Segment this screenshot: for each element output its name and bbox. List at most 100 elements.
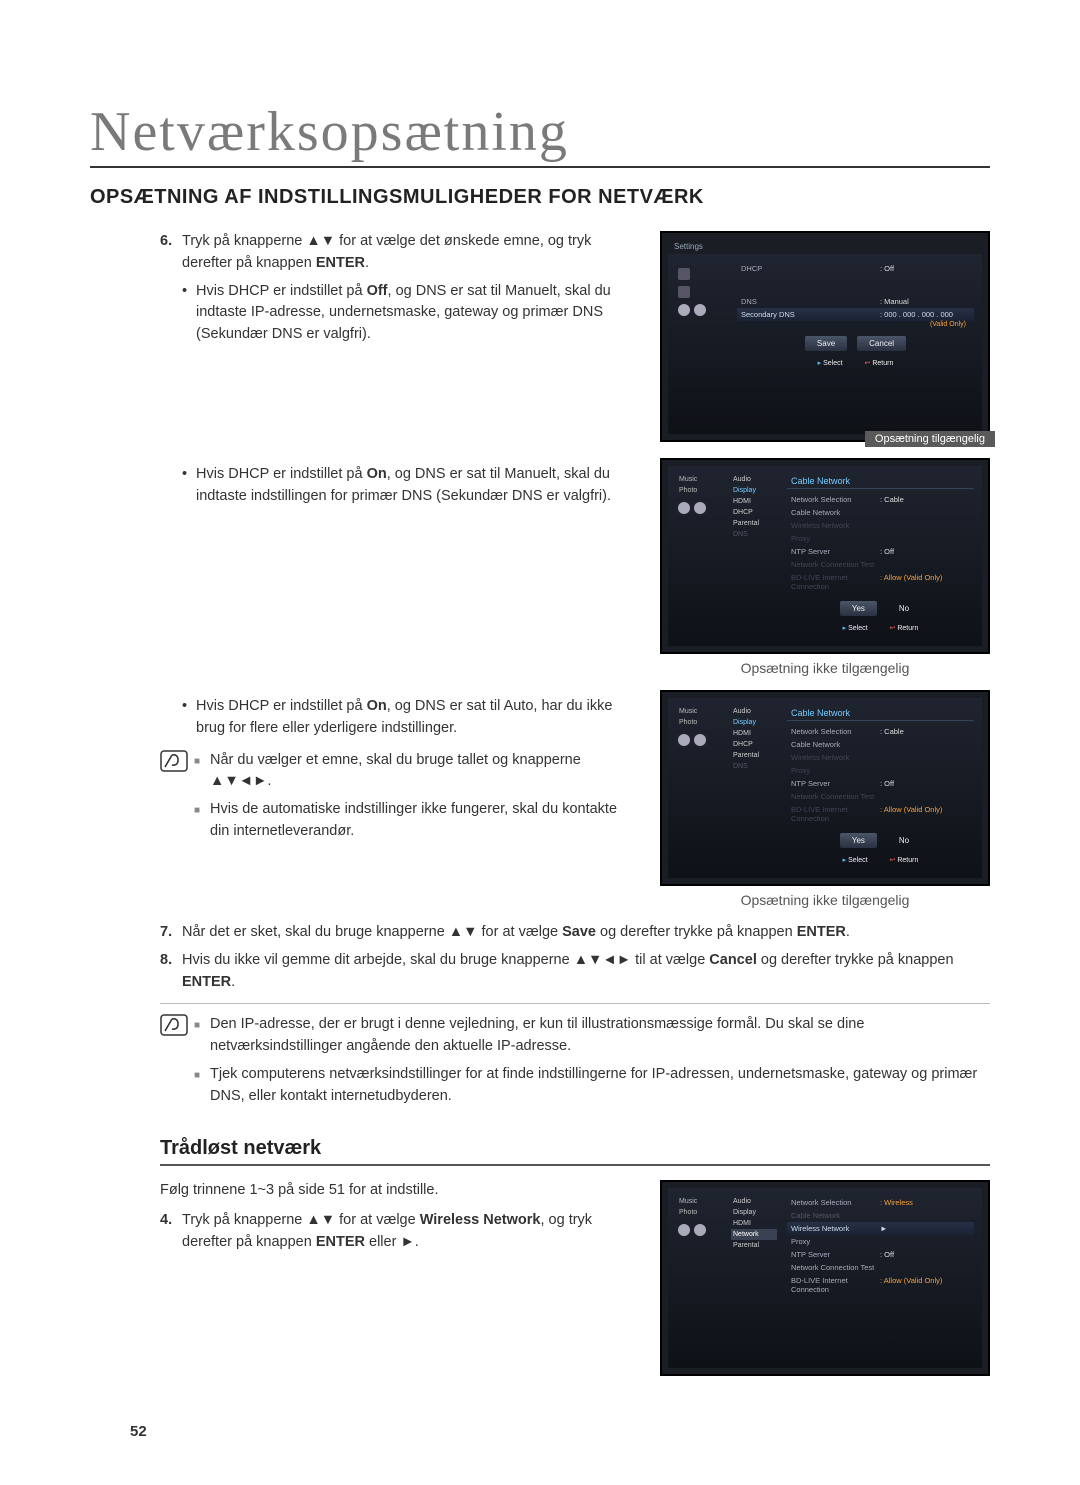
tv-foot-return: Return xyxy=(890,624,919,632)
tv-yes-button: Yes xyxy=(840,833,877,848)
tv-row: BD-LIVE Internet Connection: Allow (Vali… xyxy=(787,803,974,825)
step-number: 7. xyxy=(160,922,182,944)
gear-icon xyxy=(678,502,690,514)
bold: On xyxy=(367,466,387,482)
tv-cancel-button: Cancel xyxy=(857,336,906,351)
tv-row: Cable Network xyxy=(787,506,974,519)
tv-row: BD-LIVE Internet Connection: Allow (Vali… xyxy=(787,571,974,593)
step-number: 4. xyxy=(160,1210,182,1254)
tv-save-button: Save xyxy=(805,336,847,351)
step-6: 6. Tryk på knapperne ▲▼ for at vælge det… xyxy=(160,231,640,275)
wireless-heading: Trådløst netværk xyxy=(160,1137,990,1160)
tv-row: DHCP: Off xyxy=(737,262,974,275)
tv-row: NTP Server: Off xyxy=(787,1248,974,1261)
bullet-marker: • xyxy=(182,464,196,508)
step-8-text: Hvis du ikke vil gemme dit arbejde, skal… xyxy=(182,950,990,994)
tv-row: Proxy xyxy=(787,532,974,545)
note-item: ■Når du vælger et emne, skal du bruge ta… xyxy=(194,750,640,794)
gear-icon xyxy=(678,304,690,316)
tv-row-highlighted: Secondary DNS: 000 . 000 . 000 . 000 xyxy=(737,308,974,321)
tv-title: Settings xyxy=(668,239,982,254)
tv-screenshot-1: Settings DHCP: Off DNS: Manual Secondary… xyxy=(660,231,990,442)
tv-row: BD-LIVE Internet Connection: Allow (Vali… xyxy=(787,1274,974,1296)
tv-side-item: Photo xyxy=(676,485,731,496)
tv-side-item: Music xyxy=(676,706,731,717)
tv-no-button: No xyxy=(887,833,921,848)
step-8: 8. Hvis du ikke vil gemme dit arbejde, s… xyxy=(160,950,990,994)
step-7: 7. Når det er sket, skal du bruge knappe… xyxy=(160,922,990,944)
bullet-text: Hvis DHCP er indstillet på On, og DNS er… xyxy=(196,464,640,508)
note-icon xyxy=(160,1014,194,1113)
tv-foot-return: Return xyxy=(865,359,894,367)
bold: ENTER xyxy=(316,255,365,271)
bullet-dhcp-on-auto: • Hvis DHCP er indstillet på On, og DNS … xyxy=(182,696,640,740)
tv-row: Network Selection: Cable xyxy=(787,493,974,506)
note-item: ■Tjek computerens netværksindstillinger … xyxy=(194,1064,990,1108)
tv-row: Network Selection: Cable xyxy=(787,725,974,738)
bullet-marker: • xyxy=(182,281,196,346)
tv-row: NTP Server: Off xyxy=(787,777,974,790)
bullet-dhcp-off: • Hvis DHCP er indstillet på Off, og DNS… xyxy=(182,281,640,346)
step-6-text: Tryk på knapperne ▲▼ for at vælge det øn… xyxy=(182,231,640,275)
tv-row: DNS: Manual xyxy=(737,295,974,308)
tv-row: Cable Network xyxy=(787,1209,974,1222)
tv-foot-select: Select xyxy=(843,856,868,864)
tv-screenshot-3: Music Photo Audio Display HDMI DHCP Pare… xyxy=(660,690,990,886)
tv-foot-return: Return xyxy=(890,856,919,864)
tv-row: Network Connection Test xyxy=(787,558,974,571)
tv-row: Proxy xyxy=(787,764,974,777)
tv-side-item: Music xyxy=(676,474,731,485)
bold: On xyxy=(367,698,387,714)
tv-side-item: Photo xyxy=(676,717,731,728)
step-number: 8. xyxy=(160,950,182,994)
note-icon xyxy=(160,750,194,849)
caption-3: Opsætning ikke tilgængelig xyxy=(660,892,990,908)
text: Hvis DHCP er indstillet på xyxy=(196,283,367,299)
tv-main-panel: Cable Network Network Selection: Cable C… xyxy=(781,706,974,870)
tv-row: Network Selection: Wireless xyxy=(787,1196,974,1209)
page-number: 52 xyxy=(130,1423,147,1440)
tv-main-panel: Network Selection: Wireless Cable Networ… xyxy=(781,1196,974,1360)
tv-row: Wireless Network xyxy=(787,519,974,532)
tv-menu-col: Audio Display HDMI Network Parental xyxy=(731,1196,781,1360)
section-heading: OPSÆTNING AF INDSTILLINGSMULIGHEDER FOR … xyxy=(90,186,990,209)
tv-sidebar: Music Photo xyxy=(676,706,731,870)
tv-menu-col: Audio Display HDMI DHCP Parental DNS xyxy=(731,706,781,870)
text: Hvis DHCP er indstillet på xyxy=(196,698,367,714)
divider xyxy=(160,1003,990,1004)
tv-panel-title: Cable Network xyxy=(787,706,974,721)
wireless-intro: Følg trinnene 1~3 på side 51 for at inds… xyxy=(160,1180,640,1202)
tv-row: Cable Network xyxy=(787,738,974,751)
note-item: ■Hvis de automatiske indstillinger ikke … xyxy=(194,799,640,843)
tv-sidebar: Music Photo xyxy=(676,1196,731,1360)
note-item: ■Den IP-adresse, der er brugt i denne ve… xyxy=(194,1014,990,1058)
tv-main-panel: DHCP: Off DNS: Manual Secondary DNS: 000… xyxy=(731,262,974,426)
text: . xyxy=(365,255,369,271)
tv-note: (Valid Only) xyxy=(737,321,974,328)
bullet-text: Hvis DHCP er indstillet på Off, og DNS e… xyxy=(196,281,640,346)
tv-row: Network Connection Test xyxy=(787,1261,974,1274)
text: Hvis DHCP er indstillet på xyxy=(196,466,367,482)
bullet-marker: • xyxy=(182,696,196,740)
step-7-text: Når det er sket, skal du bruge knapperne… xyxy=(182,922,990,944)
bold: Off xyxy=(367,283,388,299)
gear-icon xyxy=(678,1224,690,1236)
tv-row-highlighted: Wireless Network► xyxy=(787,1222,974,1235)
tv-menu-col: Audio Display HDMI DHCP Parental DNS xyxy=(731,474,781,638)
tv-screenshot-2: Music Photo Audio Display HDMI DHCP Pare… xyxy=(660,458,990,654)
tv-screenshot-4: Music Photo Audio Display HDMI Network P… xyxy=(660,1180,990,1376)
tv-row: NTP Server: Off xyxy=(787,545,974,558)
tv-foot-select: Select xyxy=(818,359,843,367)
text: Tryk på knapperne ▲▼ for at vælge det øn… xyxy=(182,233,591,271)
tv-row: Network Connection Test xyxy=(787,790,974,803)
tv-sidebar xyxy=(676,262,731,426)
page-title: Netværksopsætning xyxy=(90,100,990,168)
tv-panel-title: Cable Network xyxy=(787,474,974,489)
step-number: 6. xyxy=(160,231,182,275)
tv-foot-select: Select xyxy=(843,624,868,632)
caption-2: Opsætning ikke tilgængelig xyxy=(660,660,990,676)
step-4-text: Tryk på knapperne ▲▼ for at vælge Wirele… xyxy=(182,1210,640,1254)
step-4: 4. Tryk på knapperne ▲▼ for at vælge Wir… xyxy=(160,1210,640,1254)
tv-side-item: Music xyxy=(676,1196,731,1207)
tv-side-item: Photo xyxy=(676,1207,731,1218)
